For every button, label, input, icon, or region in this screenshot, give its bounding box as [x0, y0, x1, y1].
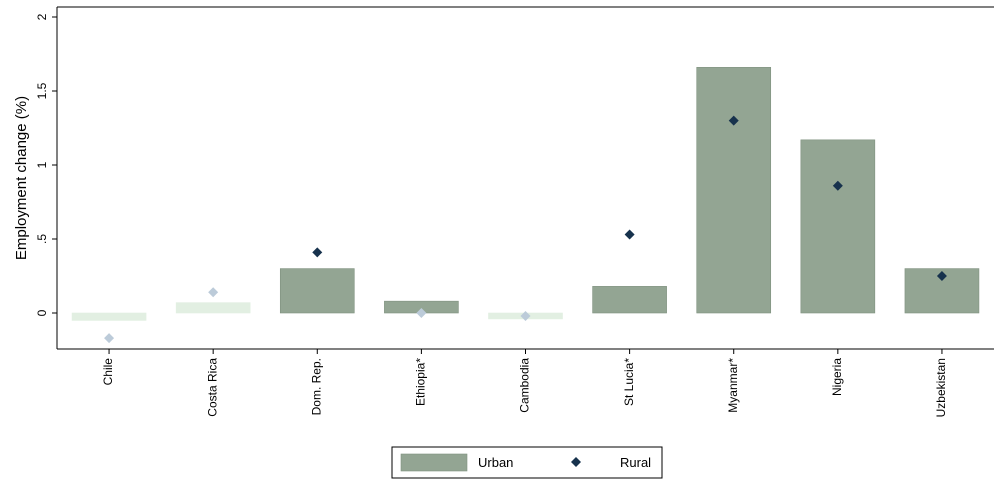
- bar-urban-nigeria: [800, 139, 876, 314]
- legend-rural-label: Rural: [620, 455, 651, 470]
- y-tick-label: 0: [35, 309, 49, 316]
- point-rural-nigeria: [832, 180, 843, 191]
- x-tick-label: Uzbekistan: [934, 358, 948, 417]
- bars-group: [71, 67, 980, 321]
- axes: 0 .5 1 1.5 2: [35, 6, 994, 354]
- x-tick-label: Ethiopia*: [414, 358, 428, 406]
- x-tick-label: Dom. Rep.: [309, 358, 323, 415]
- y-tick-label: .5: [35, 234, 49, 244]
- point-rural-dom-rep: [312, 247, 323, 258]
- bar-urban-myanmar: [696, 67, 772, 314]
- x-tick-label: Costa Rica: [205, 358, 219, 417]
- x-tick-label: Chile: [101, 358, 115, 386]
- x-tick-label: Myanmar*: [726, 358, 740, 413]
- diamonds-group: [104, 115, 947, 344]
- bar-urban-st-lucia: [592, 286, 667, 314]
- x-tick-label: Cambodia: [518, 358, 532, 413]
- legend-urban-label: Urban: [478, 455, 513, 470]
- y-tick-label: 1: [35, 161, 49, 168]
- point-rural-uzbekistan: [936, 271, 947, 281]
- point-rural-st-lucia: [624, 229, 635, 240]
- bar-urban-dom-rep: [279, 268, 355, 314]
- legend: Urban Rural: [391, 446, 663, 479]
- bar-urban-costa-rica: [175, 302, 251, 314]
- bar-urban-chile: [71, 312, 147, 321]
- point-rural-cambodia: [520, 310, 531, 321]
- point-rural-costa-rica: [208, 287, 219, 298]
- point-rural-myanmar: [728, 115, 739, 126]
- x-tick-label: Nigeria: [830, 358, 844, 396]
- legend-urban-swatch: [400, 453, 468, 472]
- y-tick-label: 2: [35, 13, 49, 20]
- point-rural-chile: [104, 333, 115, 344]
- x-tick-label: St Lucia*: [622, 358, 636, 406]
- y-tick-label: 1.5: [35, 82, 49, 99]
- point-rural-ethiopia: [416, 308, 427, 318]
- x-tick-labels: Chile Costa Rica Dom. Rep. Ethiopia* Cambodi…: [101, 358, 948, 418]
- y-axis-title: Employment change (%): [13, 96, 30, 260]
- legend-rural-marker: [571, 457, 581, 467]
